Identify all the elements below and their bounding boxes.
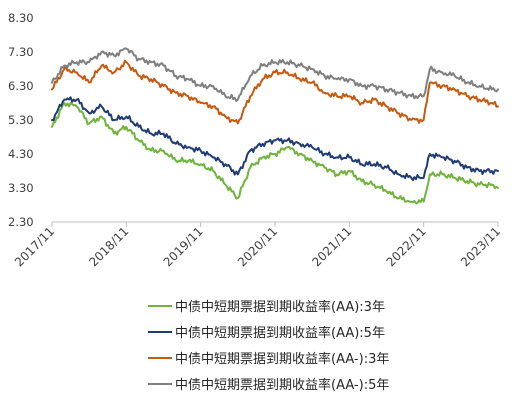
series-lines	[51, 47, 499, 205]
y-tick-label: 8.30	[8, 11, 34, 25]
y-tick-label: 6.30	[8, 79, 34, 93]
series-line-2	[51, 96, 499, 182]
series-line-4	[51, 47, 499, 102]
x-tick-label: 2020/11	[235, 224, 280, 269]
legend-label: 中债中短期票据到期收益率(AA):5年	[175, 325, 385, 341]
plot-area	[51, 47, 499, 227]
x-tick-label: 2021/11	[309, 224, 354, 269]
legend-label: 中债中短期票据到期收益率(AA-):3年	[175, 351, 389, 367]
y-axis-labels: 8.30 7.30 6.30 5.30 4.30 3.30 2.30	[8, 11, 34, 229]
series-line-1	[51, 102, 499, 205]
y-tick-label: 5.30	[8, 113, 34, 127]
x-tick-label: 2022/11	[384, 224, 429, 269]
series-line-3	[51, 59, 499, 125]
legend-label: 中债中短期票据到期收益率(AA-):5年	[175, 377, 389, 393]
x-tick-label: 2023/11	[458, 224, 503, 269]
x-tick-label: 2018/11	[86, 224, 131, 269]
x-tick-label: 2019/11	[161, 224, 206, 269]
y-tick-label: 4.30	[8, 147, 34, 161]
y-tick-label: 2.30	[8, 215, 34, 229]
x-axis-ticks	[51, 222, 499, 227]
legend: 中债中短期票据到期收益率(AA):3年中债中短期票据到期收益率(AA):5年中债…	[148, 299, 389, 393]
x-axis-labels: 2017/11 2018/11 2019/11 2020/11 2021/11 2022/…	[12, 224, 503, 269]
y-tick-label: 7.30	[8, 45, 34, 59]
x-tick-label: 2017/11	[12, 224, 57, 269]
y-tick-label: 3.30	[8, 181, 34, 195]
legend-label: 中债中短期票据到期收益率(AA):3年	[175, 299, 385, 315]
